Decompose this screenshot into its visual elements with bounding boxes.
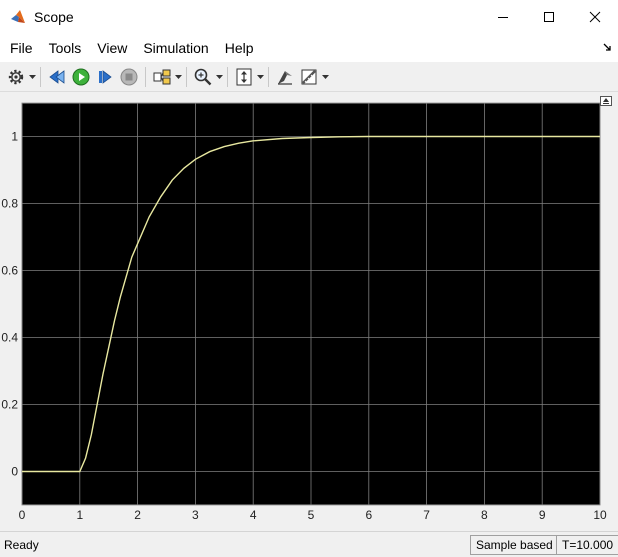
x-tick-label: 5	[308, 508, 315, 522]
scale-y-axis-icon	[236, 68, 252, 85]
chevron-down-icon	[256, 74, 264, 79]
menu-tools[interactable]: Tools	[48, 40, 82, 56]
measurements-dropdown[interactable]	[321, 67, 329, 87]
expand-toolstrip-icon[interactable]	[600, 96, 612, 106]
toolbar-separator	[227, 66, 228, 87]
chevron-down-icon	[321, 74, 329, 79]
window-title: Scope	[34, 9, 74, 25]
menu-simulation[interactable]: Simulation	[143, 40, 209, 56]
undock-arrow-icon[interactable]	[602, 42, 612, 52]
step-forward-icon	[99, 69, 112, 84]
close-icon	[589, 11, 601, 23]
signal-selector-icon	[153, 69, 171, 84]
scope-plot-area: 0 1 2 3 4 5 6 7 8 9 10 0 0.2 0.4 0.6 0.8 1	[0, 93, 618, 531]
title-bar: Scope	[0, 0, 618, 34]
zoom-icon	[194, 68, 212, 85]
y-tick-label: 1	[11, 130, 18, 144]
run-icon	[72, 68, 90, 85]
configuration-button[interactable]	[4, 66, 28, 88]
y-tick-label: 0.8	[1, 197, 18, 211]
chevron-down-icon	[215, 74, 223, 79]
y-tick-label: 0.4	[1, 331, 18, 345]
menu-view[interactable]: View	[97, 40, 128, 56]
close-button[interactable]	[572, 0, 618, 34]
x-tick-label: 0	[19, 508, 26, 522]
x-tick-label: 4	[250, 508, 257, 522]
series-line	[22, 135, 600, 473]
menu-bar: File Tools View Simulation Help	[0, 34, 618, 62]
step-back-icon	[49, 69, 65, 84]
minimize-button[interactable]	[480, 0, 526, 34]
gear-icon	[8, 69, 24, 84]
x-tick-label: 3	[192, 508, 199, 522]
x-tick-label: 6	[365, 508, 372, 522]
signal-selector-button[interactable]	[150, 66, 174, 88]
status-ready: Ready	[4, 538, 39, 552]
stop-button[interactable]	[117, 66, 141, 88]
x-tick-label: 1	[76, 508, 83, 522]
menu-file[interactable]: File	[10, 40, 33, 56]
run-button[interactable]	[69, 66, 93, 88]
x-tick-label: 8	[481, 508, 488, 522]
status-bar: Ready Sample based T=10.000	[0, 531, 618, 557]
y-tick-label: 0.6	[1, 264, 18, 278]
configuration-dropdown[interactable]	[28, 67, 36, 87]
y-tick-label: 0.2	[1, 398, 18, 412]
chevron-down-icon	[174, 74, 182, 79]
highlight-block-button[interactable]	[273, 66, 297, 88]
stop-icon	[120, 68, 138, 85]
scale-axis-dropdown[interactable]	[256, 67, 264, 87]
x-tick-label: 10	[593, 508, 607, 522]
step-back-button[interactable]	[45, 66, 69, 88]
scale-y-axis-button[interactable]	[232, 66, 256, 88]
toolbar-separator	[40, 66, 41, 87]
toolbar-separator	[268, 66, 269, 87]
x-tick-label: 2	[134, 508, 141, 522]
chevron-down-icon	[28, 74, 36, 79]
measurements-icon	[301, 69, 317, 84]
x-tick-label: 7	[423, 508, 430, 522]
window-controls	[480, 0, 618, 34]
toolbar	[0, 62, 618, 92]
minimize-icon	[498, 17, 508, 18]
matlab-logo-icon	[11, 10, 25, 23]
maximize-icon	[544, 12, 554, 22]
simulation-time-indicator: T=10.000	[556, 535, 618, 555]
scope-plot[interactable]: 0 1 2 3 4 5 6 7 8 9 10 0 0.2 0.4 0.6 0.8 1	[0, 93, 618, 531]
toolbar-separator	[145, 66, 146, 87]
sample-mode-indicator: Sample based	[470, 535, 559, 555]
measurements-button[interactable]	[297, 66, 321, 88]
highlight-block-icon	[278, 70, 292, 85]
zoom-dropdown[interactable]	[215, 67, 223, 87]
x-tick-label: 9	[539, 508, 546, 522]
toolbar-separator	[186, 66, 187, 87]
signal-selector-dropdown[interactable]	[174, 67, 182, 87]
menu-help[interactable]: Help	[224, 40, 254, 56]
zoom-button[interactable]	[191, 66, 215, 88]
step-forward-button[interactable]	[93, 66, 117, 88]
y-tick-label: 0	[11, 465, 18, 479]
maximize-button[interactable]	[526, 0, 572, 34]
